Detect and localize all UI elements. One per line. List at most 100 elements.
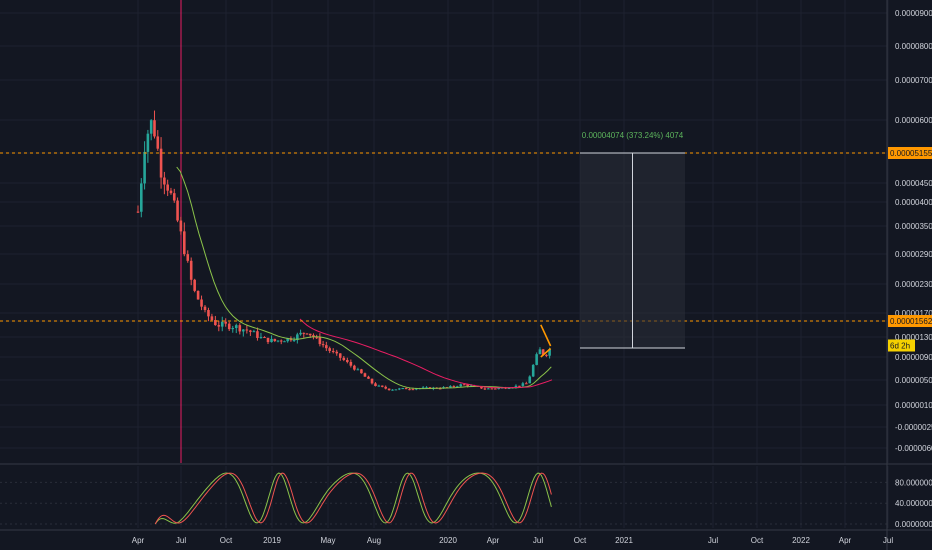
candle-body	[214, 320, 217, 326]
candle-body	[183, 231, 186, 255]
candle-body	[394, 389, 398, 391]
time-tick-label: Jul	[883, 536, 893, 545]
candle-body	[408, 389, 411, 391]
time-tick-label: Jul	[533, 536, 543, 545]
time-tick-label: May	[320, 536, 335, 545]
candle-body	[541, 349, 545, 355]
candle-body	[535, 354, 538, 365]
candle-body	[363, 373, 367, 377]
candle-body	[169, 190, 173, 194]
candle-body	[186, 254, 190, 261]
candle-body	[490, 388, 494, 390]
candle-body	[493, 388, 497, 390]
ma-pink-line	[299, 318, 553, 389]
candle-body	[367, 376, 370, 379]
candle-body	[259, 337, 263, 339]
grid	[0, 0, 889, 528]
price-tick-label: -0.00000250	[895, 423, 932, 432]
candle-body	[179, 220, 183, 232]
candle-body	[349, 361, 353, 366]
candle-body	[360, 369, 363, 374]
time-tick-label: Aug	[367, 536, 381, 545]
candle-body	[452, 386, 456, 388]
candle-body	[377, 385, 381, 387]
candle-body	[256, 331, 259, 338]
candle-body	[166, 184, 169, 191]
time-tick-label: 2020	[439, 536, 457, 545]
candle-body	[338, 353, 342, 358]
candle-body	[318, 337, 322, 345]
candle-body	[299, 332, 302, 335]
candle-body	[302, 332, 306, 334]
candle-body	[548, 349, 551, 356]
candle-body	[401, 388, 405, 390]
candle-body	[415, 388, 418, 390]
price-axis-badge: 0.00001562	[888, 315, 932, 327]
candle-body	[518, 385, 521, 387]
candle-body	[487, 388, 490, 390]
candle-body	[387, 388, 391, 391]
candle-body	[321, 344, 325, 346]
candle-body	[466, 384, 469, 387]
price-axis-badge: 6d 2h	[888, 339, 915, 352]
price-badge-text: 0.00001562	[890, 317, 932, 326]
plot-area[interactable]: 0.00004074 (373.24%) 4074	[0, 0, 887, 463]
candle-body	[143, 151, 146, 184]
candle-body	[449, 386, 452, 388]
candle-body	[308, 333, 312, 336]
osc-tick-label: 0.00000000	[895, 520, 932, 529]
time-tick-label: Apr	[487, 536, 500, 545]
candle-body	[384, 386, 387, 389]
candle-body	[153, 120, 156, 137]
candle-body	[207, 310, 210, 317]
candle-body	[217, 325, 221, 327]
candle-body	[521, 383, 525, 386]
time-tick-label: 2021	[615, 536, 633, 545]
candle-body	[346, 360, 349, 362]
price-labels: 0.00005155 0.00001562 6d 2h	[888, 147, 932, 352]
osc-tick-label: 40.00000000	[895, 499, 932, 508]
candle-body	[220, 321, 224, 327]
candle-body	[483, 388, 487, 390]
time-tick-label: Apr	[839, 536, 852, 545]
osc-d-line	[154, 472, 552, 525]
candle-body	[263, 337, 266, 339]
candle-body	[238, 325, 242, 332]
osc-k-line	[154, 472, 552, 525]
candle-body	[353, 365, 356, 370]
candle-body	[273, 338, 277, 342]
candle-body	[356, 369, 360, 371]
candle-body	[497, 388, 500, 390]
price-badge-bg	[888, 339, 915, 352]
price-badge-bg	[888, 315, 932, 327]
candle-body	[176, 200, 179, 221]
candle-body	[380, 385, 384, 387]
time-tick-label: Oct	[751, 536, 764, 545]
price-badge-text: 6d 2h	[890, 342, 910, 351]
candle-body	[245, 329, 249, 331]
candle-body	[279, 340, 283, 342]
candle-body	[342, 357, 346, 361]
candle-body	[305, 333, 309, 335]
candle-body	[331, 350, 335, 352]
candle-body	[538, 349, 542, 355]
candle-body	[315, 337, 318, 339]
candle-body	[193, 279, 196, 291]
candle-body	[231, 328, 235, 330]
candle-body	[283, 341, 286, 343]
candle-body	[172, 193, 176, 201]
price-axis-badge: 0.00005155	[888, 147, 932, 159]
time-tick-label: Jul	[176, 536, 186, 545]
